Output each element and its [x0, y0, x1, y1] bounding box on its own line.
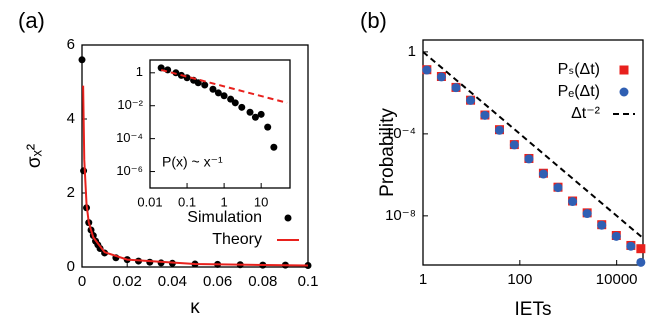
- y-tick-label: 10⁻⁶: [116, 163, 143, 178]
- data-point: [494, 125, 504, 135]
- data-point: [524, 154, 534, 164]
- data-point: [636, 244, 646, 254]
- data-point: [553, 183, 563, 193]
- x-tick-label: 0.1: [298, 273, 319, 290]
- data-point: [209, 85, 217, 93]
- y-tick-label: 6: [67, 36, 75, 53]
- data-point: [636, 257, 646, 267]
- data-point: [422, 65, 432, 75]
- data-point: [214, 89, 222, 97]
- y-tick-label: 10⁻⁸: [385, 207, 416, 224]
- x-tick-label: 0.08: [248, 273, 277, 290]
- data-point: [80, 167, 88, 175]
- data-point: [509, 140, 519, 150]
- panel-label: (a): [18, 8, 45, 33]
- data-point: [466, 95, 476, 105]
- data-point: [231, 99, 239, 107]
- data-point: [436, 72, 446, 82]
- data-point: [480, 110, 490, 120]
- x-tick-label: 10: [254, 194, 268, 209]
- x-tick-label: 1: [220, 194, 227, 209]
- data-point: [611, 231, 621, 241]
- y-tick-label: 2: [67, 184, 75, 201]
- series-line: [160, 68, 288, 104]
- x-tick-label: 0: [78, 273, 86, 290]
- y-tick-label: 1: [136, 64, 143, 79]
- x-tick-label: 100: [507, 271, 532, 288]
- x-tick-label: 0.06: [203, 273, 232, 290]
- panel-label: (b): [360, 8, 387, 33]
- y-tick-label: 10⁻²: [117, 97, 143, 112]
- data-point: [164, 66, 172, 74]
- x-tick-label: 10000: [596, 271, 638, 288]
- y-tick-label: 10⁻⁴: [385, 125, 416, 142]
- data-point: [597, 220, 607, 230]
- x-tick-label: 0.1: [178, 194, 196, 209]
- data-point: [78, 56, 86, 64]
- data-point: [238, 103, 246, 111]
- x-tick-label: 0.04: [158, 273, 187, 290]
- x-tick-label: 1: [419, 271, 427, 288]
- data-point: [626, 241, 636, 251]
- y-tick-label: 10⁻⁴: [116, 130, 143, 145]
- legend-swatch: [619, 65, 629, 75]
- data-point: [451, 83, 461, 93]
- data-point: [96, 245, 104, 252]
- x-axis-label: IETs: [515, 299, 552, 320]
- series-line: [422, 51, 644, 239]
- series-line: [82, 85, 309, 267]
- annotation: P(x) ~ x⁻¹: [162, 154, 223, 170]
- legend-label: Pₑ(Δt): [558, 83, 600, 100]
- legend-label: Simulation: [187, 209, 262, 226]
- legend-label: Δt⁻²: [571, 105, 601, 122]
- y-tick-label: 0: [67, 258, 75, 275]
- legend-swatch: [619, 87, 629, 97]
- data-point: [582, 209, 592, 219]
- y-axis-label: Probability: [377, 108, 398, 197]
- plot-frame: [422, 39, 644, 266]
- data-point: [264, 123, 272, 131]
- y-tick-label: 1: [408, 43, 416, 60]
- y-tick-label: 4: [67, 110, 75, 127]
- data-point: [201, 81, 209, 89]
- data-point: [270, 143, 278, 151]
- data-point: [568, 197, 578, 207]
- x-axis-label: κ: [190, 297, 200, 318]
- legend-label: Pₛ(Δt): [558, 61, 600, 78]
- x-tick-label: 0.02: [113, 273, 142, 290]
- legend-label: Theory: [212, 231, 262, 248]
- data-point: [538, 169, 548, 179]
- data-point: [220, 92, 228, 100]
- y-axis-label: σₓ²: [24, 144, 45, 168]
- data-point: [257, 110, 265, 118]
- data-point: [251, 113, 259, 121]
- x-tick-label: 0.01: [137, 194, 162, 209]
- data-point: [246, 108, 254, 116]
- legend-swatch: [284, 214, 292, 222]
